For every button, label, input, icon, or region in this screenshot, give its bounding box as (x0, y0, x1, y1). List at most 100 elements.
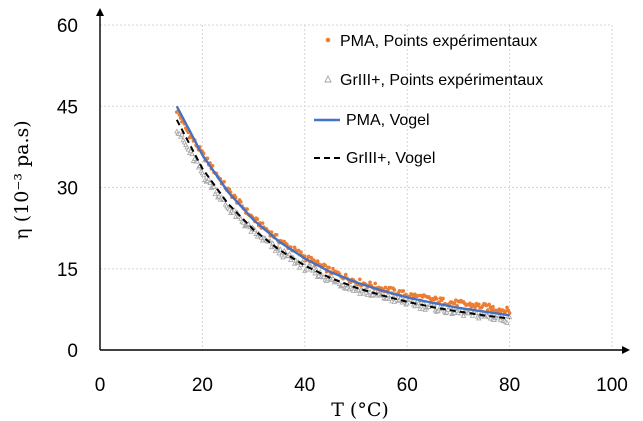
series-2-line (175, 105, 510, 317)
pma-point (343, 272, 348, 277)
pma-point (222, 179, 226, 184)
grIII-point (357, 290, 363, 296)
pma-point (227, 187, 232, 192)
grIII-point (207, 180, 213, 186)
grIII-point (311, 265, 317, 271)
pma-point (383, 285, 388, 290)
x-tick-label: 60 (397, 375, 418, 396)
x-axis (100, 346, 630, 354)
grIII-point (206, 176, 212, 182)
grIII-point (277, 246, 284, 252)
x-tick-label: 40 (294, 375, 315, 396)
tick-layer: 0 15 30 45 60 0 20 40 60 80 100 (57, 16, 628, 396)
grIII-point (245, 220, 252, 226)
pma-point (473, 305, 477, 310)
grIII-point (367, 289, 373, 295)
pma-point (358, 277, 362, 282)
grIII-point (179, 131, 185, 137)
legend-item: PMA, Vogel (314, 112, 430, 129)
grIII-point (216, 193, 222, 199)
grIII-point (297, 264, 303, 270)
y-axis-title: η (10⁻³ pa.s) (11, 120, 33, 239)
pma-point (296, 248, 301, 253)
grIII-point (385, 291, 391, 297)
grIII-point (330, 275, 336, 281)
x-axis-arrow-icon (622, 346, 630, 354)
grIII-point (194, 158, 200, 164)
pma-point (489, 308, 494, 312)
legend: PMA, Points expérimentaux GrIII+, Points … (314, 33, 543, 167)
grIII-point (497, 317, 504, 323)
pma-point (255, 217, 260, 221)
legend-item: GrIII+, Points expérimentaux (324, 72, 543, 89)
grIII-point (469, 312, 476, 318)
grIII-point (364, 291, 371, 298)
grIII-point (419, 305, 426, 311)
grIII-point (506, 314, 513, 320)
pma-point (327, 265, 331, 270)
x-axis-title: T (°C) (331, 399, 389, 421)
y-tick-label: 60 (57, 16, 78, 37)
pma-point (315, 259, 320, 263)
pma-point (373, 281, 378, 286)
pma-point (416, 293, 421, 298)
grIII-point (361, 290, 367, 296)
pma-vogel-curve (175, 105, 510, 317)
pma-point (368, 280, 372, 285)
legend-item: GrIII+, Vogel (314, 150, 435, 167)
grIII-point (460, 312, 467, 318)
x-tick-label: 0 (95, 375, 106, 396)
pma-point (311, 258, 316, 262)
grIII-point (185, 146, 191, 152)
grIII-point (276, 250, 282, 256)
y-tick-label: 45 (57, 97, 78, 118)
grIII-point (369, 291, 376, 298)
series-1-scatter (174, 128, 513, 326)
pma-point (477, 302, 481, 307)
grIII-point (286, 251, 293, 257)
grIII-point (240, 219, 247, 225)
x-tick-label: 20 (192, 375, 213, 396)
legend-circle-icon (325, 37, 331, 43)
pma-point (245, 207, 249, 211)
grIII-point (444, 309, 450, 315)
grIII-point (248, 228, 254, 234)
pma-point (260, 221, 265, 225)
series-layer (174, 105, 513, 326)
grIII-point (189, 151, 195, 157)
grIII-point (504, 319, 510, 326)
legend-label: GrIII+, Vogel (346, 150, 435, 167)
pma-point (292, 245, 297, 250)
grIII-point (231, 207, 238, 213)
y-tick-label: 30 (57, 179, 78, 200)
pma-point (323, 263, 328, 268)
grIII-point (344, 284, 350, 290)
grIII-point (304, 266, 311, 272)
grIII-point (398, 295, 404, 301)
series-3-line (175, 119, 510, 320)
pma-point (441, 296, 445, 301)
y-tick-label: 15 (57, 260, 78, 281)
x-tick-label: 100 (596, 375, 628, 396)
grIII-point (280, 254, 286, 260)
pma-point (392, 288, 397, 292)
legend-item: PMA, Points expérimentaux (325, 33, 537, 50)
grIII-vogel-curve (175, 119, 510, 320)
grIII-point (445, 306, 451, 312)
y-axis-arrow-icon (96, 8, 104, 16)
pma-point (299, 250, 303, 254)
grIII-point (391, 298, 398, 304)
pma-point (434, 296, 439, 301)
pma-point (401, 289, 406, 293)
pma-point (452, 301, 457, 306)
grIII-point (414, 302, 421, 309)
pma-point (505, 305, 509, 310)
legend-label: PMA, Points expérimentaux (340, 33, 537, 50)
legend-triangle-icon (324, 74, 332, 83)
pma-point (491, 304, 495, 309)
grid-layer (100, 24, 613, 350)
pma-point (507, 311, 512, 315)
y-axis (96, 8, 104, 350)
grIII-point (226, 206, 232, 212)
